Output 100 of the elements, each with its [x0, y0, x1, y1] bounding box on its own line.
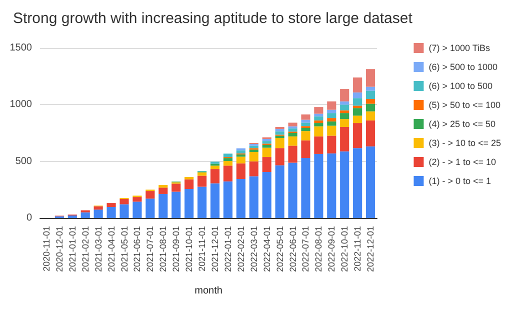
bar [158, 194, 168, 218]
bar [288, 146, 298, 163]
bar [340, 126, 350, 152]
bar [340, 101, 350, 105]
bar [210, 183, 220, 218]
bar [301, 131, 310, 140]
bar [197, 186, 207, 218]
bar [223, 181, 232, 218]
bar [366, 99, 376, 104]
x-tick-label: 2022-01-01 [222, 226, 233, 272]
bar [327, 121, 336, 126]
x-tick-label: 2022-11-01 [352, 226, 363, 272]
bar [301, 128, 310, 132]
bar [340, 104, 350, 110]
bar [106, 207, 116, 218]
bar [120, 204, 129, 218]
bar [94, 210, 103, 218]
bar [236, 163, 246, 180]
y-tick-label: 1500 [10, 42, 32, 54]
bar [314, 126, 324, 136]
x-tick-label: 2021-06-01 [132, 226, 142, 272]
bar [132, 197, 142, 202]
bar [249, 150, 258, 152]
x-tick-label: 2022-08-01 [314, 226, 324, 272]
x-tick-label: 2020-12-01 [54, 226, 64, 272]
bar [301, 122, 310, 126]
bar [236, 150, 246, 154]
bar [314, 107, 324, 114]
bar [288, 162, 298, 218]
bar [327, 110, 336, 114]
bar [366, 90, 376, 99]
x-tick-label: 2021-08-01 [158, 226, 168, 272]
bar [327, 136, 336, 154]
bar [106, 203, 116, 208]
bar [262, 148, 272, 158]
bar [262, 157, 272, 172]
bar [353, 148, 362, 218]
x-tick-label: 2021-05-01 [119, 226, 130, 272]
bar [223, 158, 232, 161]
bar [301, 140, 310, 158]
bar [184, 188, 194, 218]
bar [353, 123, 362, 148]
bar [262, 172, 272, 218]
bar [236, 156, 246, 164]
bar [223, 160, 232, 166]
bar [353, 108, 362, 116]
bar [366, 111, 376, 120]
x-tick-label: 2021-11-01 [197, 226, 208, 272]
x-tick-label: 2021-02-01 [80, 226, 90, 272]
bar [223, 166, 232, 182]
bar [288, 133, 298, 136]
x-tick-label: 2020-11-01 [41, 226, 52, 272]
bar [262, 145, 272, 148]
bar [327, 118, 336, 122]
legend-label: (1) - > 0 to <= 1 [428, 176, 491, 186]
x-tick-label: 2022-02-01 [236, 226, 246, 272]
x-tick-label: 2022-12-01 [366, 226, 376, 272]
y-tick-label: 1000 [10, 99, 32, 110]
x-tick-label: 2022-07-01 [300, 226, 311, 272]
bar [366, 69, 376, 87]
x-tick-label: 2021-03-01 [93, 226, 104, 272]
bar [301, 120, 310, 123]
bar [366, 104, 376, 112]
bar [249, 152, 258, 162]
bar [314, 116, 324, 120]
bar [197, 176, 207, 187]
x-tick-label: 2022-03-01 [248, 226, 259, 272]
bar [314, 114, 324, 116]
bar [80, 212, 90, 218]
y-tick-label: 0 [26, 212, 32, 224]
x-tick-label: 2022-09-01 [326, 226, 337, 272]
bar [288, 122, 298, 126]
bar [275, 138, 284, 148]
chart-title: Strong growth with increasing aptitude to store large dataset [13, 10, 414, 27]
bar [340, 151, 350, 218]
bar [314, 120, 324, 124]
bar [340, 89, 350, 102]
bar [275, 148, 284, 166]
x-tick-label: 2022-10-01 [340, 226, 350, 272]
bar [275, 126, 284, 130]
bar [236, 179, 246, 218]
x-tick-label: 2021-07-01 [145, 226, 156, 272]
x-tick-label: 2022-06-01 [288, 226, 298, 272]
legend-label: (6) > 500 to 1000 [428, 62, 498, 72]
legend-label: (5) > 50 to <= 100 [428, 100, 501, 110]
x-tick-label: 2021-10-01 [184, 226, 194, 272]
bar [366, 120, 376, 146]
bar [327, 126, 336, 136]
bar [146, 198, 155, 218]
bar [314, 154, 324, 218]
bar [288, 136, 298, 146]
bar [210, 166, 220, 170]
bar [184, 179, 194, 189]
legend-label: (6) > 100 to 500 [428, 81, 492, 91]
bar [327, 101, 336, 110]
bar [94, 206, 103, 210]
bar [353, 98, 362, 106]
bar [340, 119, 350, 127]
y-tick-label: 500 [15, 156, 32, 167]
bar [301, 158, 310, 218]
